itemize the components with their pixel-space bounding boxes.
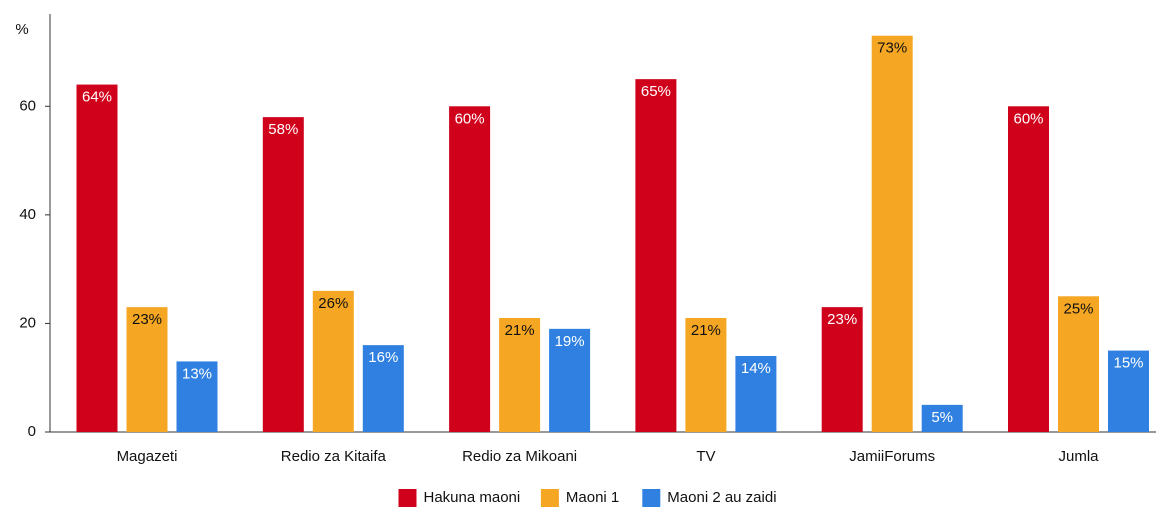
bar — [362, 345, 404, 432]
x-tick-label: Redio za Kitaifa — [281, 448, 387, 465]
bar — [871, 35, 913, 432]
bar — [1058, 296, 1099, 432]
value-label: 26% — [318, 295, 348, 312]
legend-swatch — [642, 489, 661, 507]
value-label: 73% — [877, 40, 907, 57]
bar — [1008, 106, 1049, 433]
value-label: 21% — [505, 322, 535, 339]
value-label: 60% — [1013, 110, 1043, 127]
bar — [176, 361, 218, 432]
y-tick-label: 40 — [19, 206, 36, 223]
legend-swatch — [398, 489, 417, 507]
value-label: 23% — [827, 311, 857, 328]
x-tick-label: Jumla — [1058, 448, 1099, 465]
bar — [821, 307, 863, 432]
value-label: 21% — [691, 322, 721, 339]
legend-label: Maoni 2 au zaidi — [667, 489, 776, 506]
legend-swatch — [540, 489, 559, 507]
bar — [449, 106, 491, 433]
legend-label: Maoni 1 — [566, 489, 619, 506]
value-label: 13% — [182, 365, 212, 382]
x-tick-label: Magazeti — [117, 448, 178, 465]
value-label: 16% — [368, 349, 398, 366]
value-label: 19% — [555, 333, 585, 350]
legend-label: Hakuna maoni — [424, 489, 521, 506]
value-label: 15% — [1113, 355, 1143, 372]
bar — [1108, 350, 1149, 432]
bar — [921, 404, 963, 432]
y-tick-label: 20 — [19, 314, 36, 331]
x-tick-label: JamiiForums — [849, 448, 935, 465]
value-label: 65% — [641, 83, 671, 100]
value-label: 64% — [82, 89, 112, 106]
value-label: 5% — [931, 409, 953, 426]
value-label: 58% — [268, 121, 298, 138]
y-tick-label: 0 — [28, 423, 36, 440]
value-label: 60% — [455, 110, 485, 127]
bar — [685, 318, 727, 432]
bar — [76, 84, 118, 433]
bar — [312, 290, 354, 432]
value-label: 25% — [1063, 300, 1093, 317]
bar — [635, 79, 677, 433]
y-tick-label: 60 — [19, 97, 36, 114]
bar — [735, 356, 777, 432]
value-label: 23% — [132, 311, 162, 328]
value-label: 14% — [741, 360, 771, 377]
y-axis-label: % — [15, 21, 28, 38]
x-tick-label: TV — [696, 448, 715, 465]
bar — [262, 117, 304, 433]
x-tick-label: Redio za Mikoani — [462, 448, 577, 465]
bar — [126, 307, 168, 432]
bar — [549, 328, 591, 432]
bar — [499, 318, 541, 432]
